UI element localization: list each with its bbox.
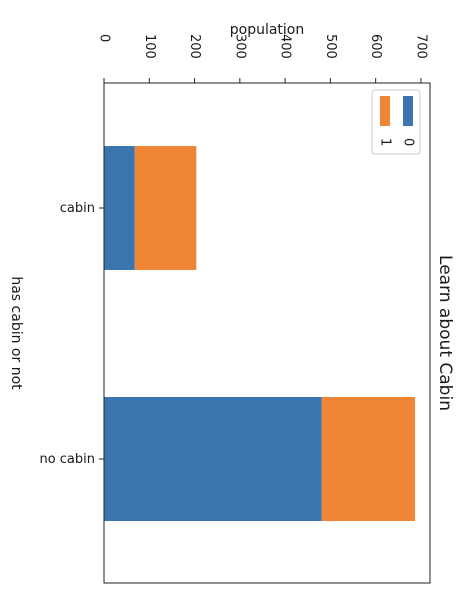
category-tick-label: no cabin (39, 452, 95, 467)
value-tick-label: 400 (278, 34, 293, 59)
bar-cabin-series-0 (104, 146, 135, 270)
bars-layer (104, 146, 416, 521)
legend-swatch-0 (403, 96, 413, 126)
chart-title: Learn about Cabin (435, 255, 455, 411)
legend-label-1: 1 (378, 138, 393, 146)
plot-frame (103, 82, 431, 584)
legend: 01 (371, 89, 421, 155)
value-tick-label: 600 (368, 34, 383, 59)
value-tick-label: 700 (413, 34, 428, 59)
value-tick-label: 200 (187, 34, 202, 59)
value-tick-label: 500 (323, 34, 338, 59)
value-tick-label: 100 (142, 34, 157, 59)
legend-label-0: 0 (401, 138, 416, 146)
category-tick-label: cabin (60, 201, 95, 216)
bar-no-cabin-series-1 (321, 397, 416, 521)
bar-no-cabin-series-0 (104, 397, 322, 521)
legend-swatch-1 (380, 96, 390, 126)
value-tick-label: 300 (232, 34, 247, 59)
bar-cabin-series-1 (134, 146, 197, 270)
value-tick-label: 0 (97, 34, 112, 42)
x-axis-label: has cabin or not (8, 276, 24, 390)
y-axis-label: population (230, 22, 305, 38)
